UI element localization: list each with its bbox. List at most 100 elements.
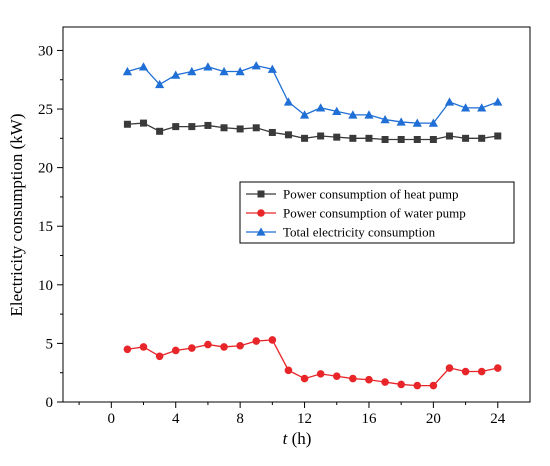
- data-point: [299, 110, 310, 119]
- data-point: [171, 70, 181, 79]
- legend-entry: Power consumption of heat pump: [246, 187, 458, 202]
- series-line: [127, 64, 499, 124]
- legend-marker: [257, 190, 265, 198]
- data-point: [397, 380, 405, 389]
- data-point: [428, 118, 438, 127]
- x-tick-label: 8: [236, 411, 244, 427]
- data-point: [365, 375, 373, 384]
- data-point: [268, 336, 277, 344]
- data-point: [380, 114, 390, 124]
- data-point: [349, 374, 357, 383]
- data-point: [477, 367, 486, 376]
- y-tick-label: 25: [38, 102, 53, 118]
- legend-marker: [256, 227, 266, 236]
- data-point: [316, 370, 325, 378]
- data-point: [204, 340, 212, 349]
- data-point: [317, 132, 325, 140]
- data-point: [155, 352, 164, 361]
- data-point: [397, 136, 405, 143]
- data-point: [460, 103, 471, 112]
- data-point: [187, 66, 197, 76]
- data-point: [171, 346, 180, 355]
- data-point: [381, 378, 389, 386]
- data-point: [429, 381, 438, 390]
- data-point: [172, 123, 180, 131]
- x-tick-label: 0: [108, 411, 116, 427]
- legend-marker: [257, 209, 265, 217]
- x-axis-title-variable: t: [283, 429, 289, 448]
- data-point: [236, 341, 244, 350]
- series-1: [123, 119, 502, 143]
- data-point: [139, 343, 148, 351]
- data-point: [268, 128, 276, 136]
- series-3: [122, 61, 503, 127]
- legend-label: Power consumption of water pump: [283, 206, 466, 221]
- legend: Power consumption of heat pump Power cons…: [239, 181, 515, 244]
- data-point: [123, 120, 131, 128]
- data-point: [364, 110, 374, 119]
- series-line: [127, 339, 498, 387]
- y-axis-title: Electricity consumption (kW): [7, 114, 26, 317]
- data-point: [220, 343, 228, 351]
- x-tick-label: 24: [490, 411, 506, 427]
- data-point: [333, 133, 341, 141]
- y-tick-label: 30: [38, 43, 53, 59]
- x-axis-title-unit: (h): [287, 429, 311, 448]
- data-point: [445, 364, 454, 372]
- y-tick-label: 10: [38, 278, 53, 294]
- data-point: [252, 337, 261, 345]
- x-tick-label: 12: [297, 411, 312, 427]
- legend-entry: Total electricity consumption: [246, 225, 436, 240]
- data-point: [204, 121, 212, 129]
- data-point: [138, 62, 149, 71]
- data-point: [235, 66, 245, 76]
- data-point: [478, 134, 486, 142]
- data-point: [413, 381, 422, 390]
- y-tick-label: 5: [46, 336, 54, 352]
- data-point: [493, 364, 502, 372]
- data-point: [412, 118, 422, 127]
- data-point: [156, 127, 164, 135]
- data-point: [252, 124, 260, 132]
- series-2: [123, 336, 502, 390]
- data-point: [203, 62, 213, 71]
- x-tick-label: 20: [426, 411, 441, 427]
- data-point: [220, 124, 228, 132]
- data-point: [123, 345, 132, 354]
- data-point: [267, 64, 277, 73]
- y-tick-label: 15: [38, 219, 53, 235]
- y-tick-label: 20: [38, 161, 53, 177]
- data-point: [461, 367, 470, 376]
- data-point: [155, 79, 165, 89]
- x-axis-title: t (h): [283, 429, 312, 448]
- data-point: [494, 132, 502, 140]
- data-point: [445, 132, 453, 140]
- data-point: [188, 123, 196, 131]
- legend-label: Power consumption of heat pump: [283, 187, 458, 202]
- data-point: [283, 97, 294, 106]
- data-point: [477, 103, 487, 112]
- data-point: [462, 134, 470, 142]
- data-point: [381, 136, 389, 143]
- data-point: [349, 134, 357, 142]
- data-point: [122, 66, 133, 76]
- legend-box: [239, 181, 515, 244]
- data-point: [332, 372, 341, 381]
- series-layer: [122, 61, 503, 390]
- y-tick-label: 0: [46, 395, 54, 411]
- data-point: [301, 134, 309, 142]
- data-point: [429, 136, 437, 143]
- legend-label: Total electricity consumption: [283, 225, 436, 240]
- y-axis-ticks: 0 5 10 15 20 25 30: [38, 43, 63, 411]
- data-point: [332, 106, 342, 116]
- plot-frame: [62, 26, 531, 403]
- data-point: [413, 136, 421, 143]
- data-point: [316, 103, 326, 112]
- data-point: [396, 117, 406, 126]
- data-point: [140, 119, 148, 127]
- data-point: [236, 125, 244, 133]
- x-tick-label: 16: [361, 411, 377, 427]
- data-point: [251, 61, 261, 70]
